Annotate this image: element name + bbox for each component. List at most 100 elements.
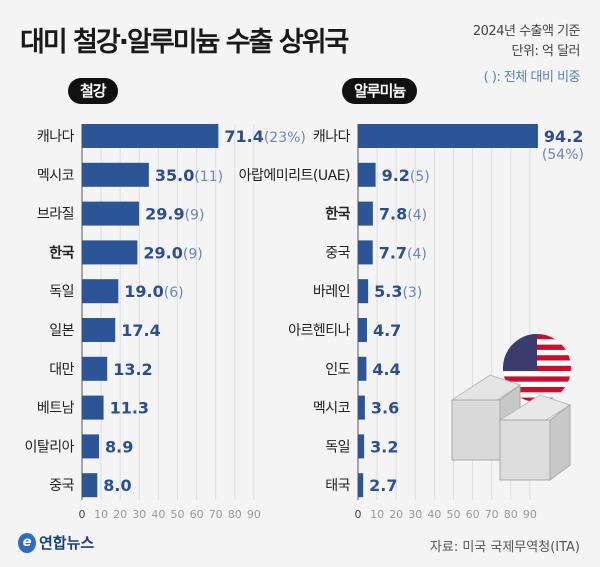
decoration (450, 334, 572, 481)
tick-label: 40 (151, 508, 165, 521)
tick-label: 20 (113, 508, 127, 521)
share-label: (4) (407, 208, 427, 224)
value-label: 29.0(9) (143, 243, 202, 262)
tick-label: 90 (523, 508, 537, 521)
source-note: 자료: 미국 국제무역청(ITA) (429, 540, 580, 555)
tick-label: 30 (132, 508, 146, 521)
bar (358, 395, 365, 420)
value-label: 3.6 (371, 399, 399, 418)
bar (82, 434, 99, 459)
bar (82, 395, 104, 420)
category-label: 대만 (49, 362, 74, 378)
category-label: 아르헨티나 (288, 323, 351, 339)
tick-label: 40 (427, 508, 441, 521)
category-label: 중국 (49, 478, 74, 494)
category-label: 한국 (325, 207, 350, 223)
tick-label: 70 (209, 508, 223, 521)
tick-label: 10 (94, 508, 108, 521)
category-label: 중국 (325, 245, 350, 261)
value-label: 4.4 (372, 360, 400, 379)
tick-label: 60 (466, 508, 480, 521)
tick-label: 70 (485, 508, 499, 521)
value-label: 8.0 (103, 476, 131, 495)
steel-pill: 철강 (68, 78, 118, 104)
category-label: 바레인 (313, 284, 350, 300)
bar (82, 201, 140, 226)
share-label: (9) (185, 208, 205, 224)
bar (82, 162, 149, 187)
flag-stripe (503, 376, 571, 382)
category-label: 인도 (325, 362, 350, 378)
value-label: 7.8(4) (379, 205, 427, 224)
flag-stripe (503, 387, 571, 393)
bar (82, 356, 108, 381)
category-label: 캐나다 (313, 129, 351, 145)
chart-meta: 2024년 수출액 기준 단위: 억 달러 ( ): 전체 대비 비중 (472, 22, 581, 88)
category-label: 이탈리아 (24, 439, 74, 455)
tick-label: 50 (447, 508, 461, 521)
category-label: 독일 (49, 284, 74, 300)
logo-icon: e (18, 532, 36, 553)
share-label: (9) (183, 246, 203, 262)
value-label: 13.2 (113, 360, 152, 379)
value-label: 19.0(6) (124, 282, 183, 301)
category-label: 멕시코 (37, 168, 75, 184)
us-flag-icon (503, 334, 571, 402)
share-label: (11) (194, 169, 223, 185)
basis-note: 2024년 수출액 기준 (472, 24, 581, 39)
bar (358, 434, 365, 459)
tick-label: 90 (247, 508, 261, 521)
category-label: 브라질 (37, 207, 74, 223)
tick-label: 30 (408, 508, 422, 521)
value-label: 29.9(9) (145, 205, 204, 224)
tick-label: 20 (389, 508, 403, 521)
category-label: 일본 (49, 323, 74, 339)
tick-label: 0 (355, 508, 362, 521)
unit-note: 단위: 억 달러 (511, 44, 581, 59)
bar (82, 240, 138, 265)
bar (358, 124, 538, 148)
value-label: 7.7(4) (379, 243, 427, 262)
share-label: (5) (410, 169, 430, 185)
aluminum-pill: 알루미늄 (342, 78, 418, 104)
tick-label: 80 (504, 508, 518, 521)
bar (358, 318, 367, 342)
share-label: (54%) (542, 147, 584, 163)
share-label: (3) (402, 285, 422, 301)
bar (82, 124, 219, 148)
share-label: (4) (407, 246, 427, 262)
bar (358, 201, 373, 226)
bar (358, 162, 376, 187)
steel-chart: 0 10 20 30 40 50 60 70 80 90 캐나다 71.4(23%) 멕시코 35.0(1… (24, 124, 306, 521)
category-label: 멕시코 (313, 401, 351, 417)
bar (82, 279, 119, 304)
bar (358, 240, 373, 265)
value-label: 35.0(11) (155, 166, 223, 185)
yonhap-logo: e 연합뉴스 (18, 532, 94, 553)
value-label: 2.7 (369, 476, 397, 495)
bar (358, 473, 364, 498)
tick-label: 0 (79, 508, 86, 521)
share-label: (23%) (264, 130, 306, 146)
tick-label: 60 (190, 508, 204, 521)
category-label: 캐나다 (37, 129, 75, 145)
bar (82, 318, 116, 342)
value-label: 71.4(23%) (224, 127, 306, 146)
logo-text: 연합뉴스 (39, 534, 95, 552)
tick-label: 50 (171, 508, 185, 521)
tick-label: 10 (370, 508, 384, 521)
tick-label: 80 (228, 508, 242, 521)
container-icon (450, 374, 572, 481)
value-label: 9.2(5) (382, 166, 430, 185)
page-title: 대미 철강·알루미늄 수출 상위국 (20, 27, 349, 58)
category-label: 태국 (325, 478, 350, 494)
value-label: 17.4 (121, 321, 160, 340)
category-label: 독일 (325, 439, 350, 455)
category-label: 베트남 (37, 401, 75, 417)
value-label: 94.2 (544, 127, 583, 146)
category-label: 한국 (49, 245, 74, 261)
bar (82, 473, 98, 498)
value-label: 8.9 (105, 437, 133, 456)
value-label: 3.2 (370, 437, 398, 456)
